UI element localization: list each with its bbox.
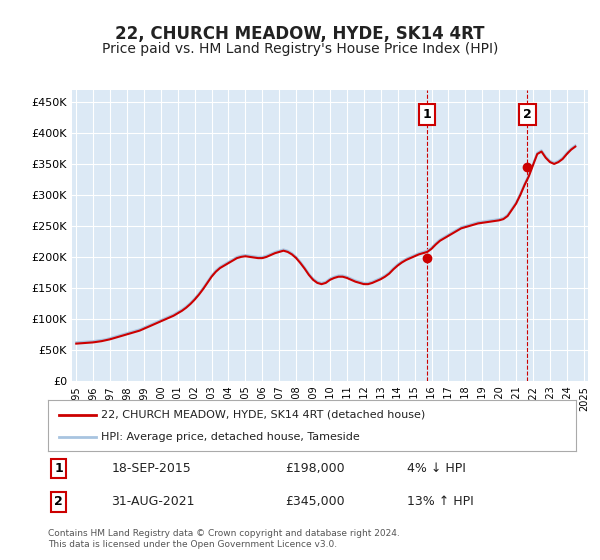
Text: HPI: Average price, detached house, Tameside: HPI: Average price, detached house, Tame… <box>101 432 359 442</box>
Text: 22, CHURCH MEADOW, HYDE, SK14 4RT: 22, CHURCH MEADOW, HYDE, SK14 4RT <box>115 25 485 43</box>
Text: 1: 1 <box>422 108 431 121</box>
Text: 18-SEP-2015: 18-SEP-2015 <box>112 462 191 475</box>
Text: Contains HM Land Registry data © Crown copyright and database right 2024.
This d: Contains HM Land Registry data © Crown c… <box>48 529 400 549</box>
Text: £345,000: £345,000 <box>286 496 345 508</box>
Text: 31-AUG-2021: 31-AUG-2021 <box>112 496 195 508</box>
Text: £198,000: £198,000 <box>286 462 345 475</box>
Text: 2: 2 <box>54 496 63 508</box>
Text: 22, CHURCH MEADOW, HYDE, SK14 4RT (detached house): 22, CHURCH MEADOW, HYDE, SK14 4RT (detac… <box>101 409 425 419</box>
Text: 2: 2 <box>523 108 532 121</box>
Text: 1: 1 <box>54 462 63 475</box>
Text: 13% ↑ HPI: 13% ↑ HPI <box>407 496 474 508</box>
Text: Price paid vs. HM Land Registry's House Price Index (HPI): Price paid vs. HM Land Registry's House … <box>102 42 498 56</box>
Text: 4% ↓ HPI: 4% ↓ HPI <box>407 462 466 475</box>
